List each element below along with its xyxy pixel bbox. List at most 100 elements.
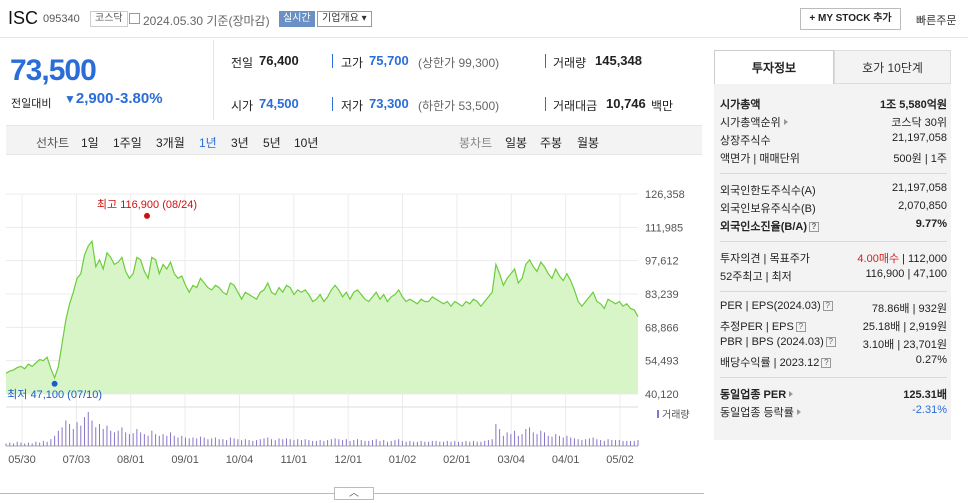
period-1w[interactable]: 1주일	[113, 136, 142, 150]
low-label: 저가	[341, 99, 364, 113]
opinion-rating: 4.00매수	[857, 253, 900, 265]
x-tick-label: 01/02	[389, 454, 417, 466]
info-table: 시가총액 1조 5,580억원 시가총액순위 코스닥 30위 상장주식수 21,197…	[714, 84, 951, 440]
x-tick-label: 05/02	[606, 454, 634, 466]
mcap-rank-label: 시가총액순위	[720, 114, 788, 130]
candle-chart-label: 봉차트	[459, 136, 493, 150]
est-per-value: 25.18배 | 2,919원	[862, 321, 947, 333]
line-chart-label: 선차트	[36, 136, 70, 150]
x-tick-label: 09/01	[171, 454, 199, 466]
candle-weekly[interactable]: 주봉	[540, 136, 563, 150]
arrow-right-icon[interactable]	[783, 119, 788, 125]
low-annotation: 최저 47,100 (07/10)	[7, 388, 102, 401]
row-pbr: PBR | BPS (2024.03)? 3.10배 | 23,701원	[720, 334, 947, 352]
prev-value: 76,400	[259, 53, 299, 68]
volume-label: 거래량	[553, 56, 587, 70]
target-price: | 112,000	[899, 253, 947, 265]
help-icon[interactable]: ?	[809, 222, 819, 232]
period-3y[interactable]: 3년	[231, 136, 249, 150]
period-1d[interactable]: 1일	[81, 136, 99, 150]
y-tick-label: 83,239	[645, 289, 679, 301]
shares-value: 21,197,058	[891, 132, 947, 144]
volume-legend-swatch	[657, 410, 659, 418]
divider	[720, 377, 947, 378]
open-label: 시가	[231, 99, 254, 113]
company-overview-dropdown[interactable]: 기업개요 ▾	[317, 11, 372, 27]
quick-order-link[interactable]: 빠른주문	[916, 15, 957, 27]
arrow-right-icon[interactable]	[796, 409, 801, 415]
per-text: PER | EPS(2024.03)	[720, 300, 821, 312]
row-shares: 상장주식수 21,197,058	[720, 130, 947, 148]
row-industry-change: 동일업종 등락률 -2.31%	[720, 402, 947, 420]
foreign-rate-value: 9.77%	[915, 218, 947, 230]
row-industry-per: 동일업종 PER 125.31배	[720, 384, 947, 402]
row-foreign-hold: 외국인보유주식수(B) 2,070,850	[720, 198, 947, 216]
foreign-limit-label: 외국인한도주식수(A)	[720, 185, 816, 197]
pbr-label: PBR | BPS (2024.03)?	[720, 336, 836, 348]
est-per-text: 추정PER | EPS	[720, 321, 794, 333]
amount-value: 10,746	[606, 96, 646, 111]
x-tick-label: 02/01	[443, 454, 471, 466]
lower-limit: (하한가 53,500)	[418, 99, 500, 113]
foreign-hold-value: 2,070,850	[898, 200, 947, 212]
tab-hoga[interactable]: 호가 10단계	[834, 50, 951, 84]
realtime-button[interactable]: 실시간	[279, 11, 315, 27]
mcap-value: 1조 5,580억원	[879, 99, 947, 111]
divider	[720, 291, 947, 292]
divider	[545, 97, 546, 111]
per-label: PER | EPS(2024.03)?	[720, 300, 833, 312]
row-est-per: 추정PER | EPS? 25.18배 | 2,919원	[720, 316, 947, 334]
help-icon[interactable]: ?	[822, 301, 833, 311]
shares-label: 상장주식수	[720, 135, 771, 147]
prev-label: 전일	[231, 56, 254, 70]
change-amount: 2,900	[75, 90, 114, 107]
help-icon[interactable]: ?	[825, 337, 836, 347]
row-52w: 52주최고 | 최저 116,900 | 47,100	[720, 266, 947, 284]
tab-investment-info[interactable]: 투자정보	[714, 50, 834, 84]
price-block: 73,500 전일대비 ▼2,900 -3.80%	[0, 40, 214, 120]
period-3m[interactable]: 3개월	[156, 136, 185, 150]
foreign-rate-text: 외국인소진율(B/A)	[720, 221, 807, 233]
expand-chart-button[interactable]: ︿	[334, 487, 374, 500]
row-par: 액면가 | 매매단위 500원 | 1주	[720, 148, 947, 166]
investment-info-panel: 투자정보 호가 10단계 시가총액 1조 5,580억원 시가총액순위 코스닥 30…	[710, 50, 955, 440]
par-value: 500원 | 1주	[893, 153, 947, 165]
divider	[332, 54, 333, 68]
period-5y[interactable]: 5년	[263, 136, 281, 150]
x-tick-label: 04/01	[552, 454, 580, 466]
calendar-icon	[129, 13, 140, 24]
x-tick-label: 03/04	[498, 454, 526, 466]
mcap-label: 시가총액	[720, 99, 761, 111]
x-tick-label: 08/01	[117, 454, 145, 466]
my-stock-add-button[interactable]: + MY STOCK 추가	[800, 8, 901, 30]
y-tick-label: 40,120	[645, 389, 679, 401]
candle-daily[interactable]: 일봉	[505, 136, 528, 150]
industry-change-value: -2.31%	[912, 404, 947, 416]
divider	[545, 54, 546, 68]
dividend-text: 배당수익률 | 2023.12	[720, 357, 820, 369]
y-tick-label: 111,985	[645, 222, 683, 234]
help-icon[interactable]: ?	[795, 322, 806, 332]
market-badge: 코스닥	[90, 11, 128, 27]
dividend-value: 0.27%	[915, 354, 947, 366]
period-1y[interactable]: 1년	[199, 136, 217, 150]
row-dividend: 배당수익률 | 2023.12? 0.27%	[720, 352, 947, 370]
industry-change-text: 동일업종 등락률	[720, 407, 794, 419]
amount-unit: 백만	[651, 99, 674, 113]
y-tick-label: 68,866	[645, 322, 679, 334]
price-line	[5, 239, 639, 380]
stock-name: ISC	[8, 8, 39, 28]
high-value: 75,700	[369, 53, 409, 68]
high-label: 고가	[341, 56, 364, 70]
divider	[720, 241, 947, 242]
chevron-up-icon: ︿	[349, 488, 359, 499]
change-label: 전일대비	[11, 98, 52, 110]
price-area	[6, 241, 638, 394]
y-tick-label: 54,493	[645, 356, 679, 368]
arrow-right-icon[interactable]	[789, 391, 794, 397]
period-10y[interactable]: 10년	[294, 136, 319, 150]
chart-svg: 126,358 111,985 97,612 83,239 68,866 54,493 40…	[5, 189, 690, 466]
x-tick-label: 11/01	[280, 454, 307, 466]
candle-monthly[interactable]: 월봉	[577, 136, 600, 150]
help-icon[interactable]: ?	[821, 358, 832, 368]
